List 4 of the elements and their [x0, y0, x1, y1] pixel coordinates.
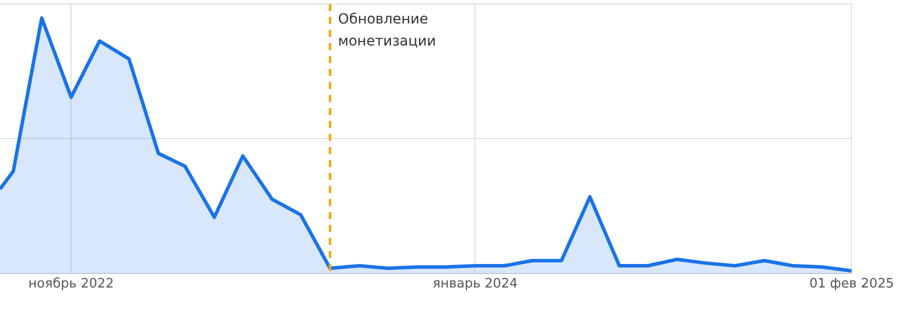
ref-line-label: Обновление монетизации — [338, 12, 436, 50]
x-tick-label: ноябрь 2022 — [28, 276, 114, 292]
x-tick-label: январь 2024 — [432, 276, 518, 292]
x-tick-label: 01 фев 2025 — [809, 276, 894, 292]
